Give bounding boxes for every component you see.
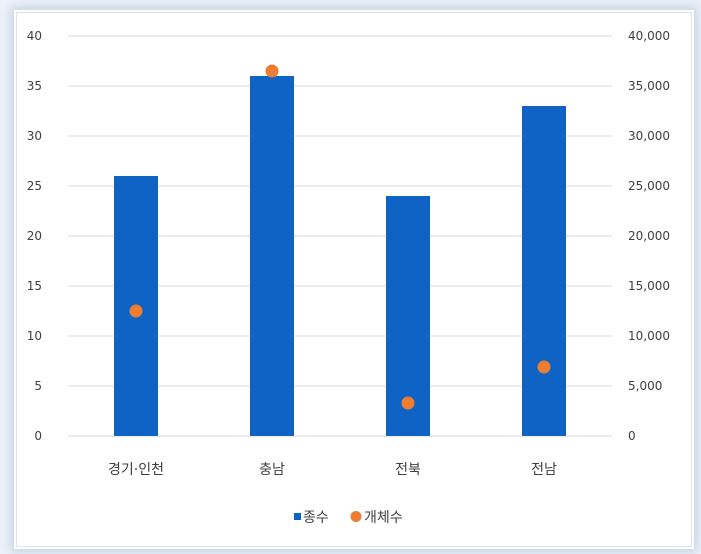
left-tick-label: 15 xyxy=(27,279,42,293)
gridlines xyxy=(68,35,612,437)
point-series xyxy=(129,64,551,410)
left-tick-label: 10 xyxy=(27,329,42,343)
category-label: 전북 xyxy=(395,462,421,478)
category-label: 전남 xyxy=(531,462,557,478)
right-tick-label: 5,000 xyxy=(628,379,662,393)
right-tick-label: 20,000 xyxy=(628,229,670,243)
right-tick-label: 10,000 xyxy=(628,329,670,343)
legend: 종수 개체수 xyxy=(294,510,403,526)
data-point xyxy=(537,360,551,374)
bar xyxy=(386,196,430,436)
data-point xyxy=(401,396,415,410)
right-tick-label: 40,000 xyxy=(628,29,670,43)
left-tick-label: 35 xyxy=(27,79,42,93)
left-tick-label: 5 xyxy=(34,379,42,393)
category-labels: 경기·인천 충남 전북 전남 xyxy=(108,462,557,478)
left-tick-label: 25 xyxy=(27,179,42,193)
data-point xyxy=(265,64,279,78)
left-tick-label: 30 xyxy=(27,129,42,143)
left-tick-label: 40 xyxy=(27,29,42,43)
right-tick-label: 0 xyxy=(628,429,636,443)
legend-label-bar: 종수 xyxy=(303,510,329,526)
category-label: 경기·인천 xyxy=(108,462,164,478)
bar xyxy=(522,106,566,436)
chart-frame: 0 5 10 15 20 25 30 35 40 0 5,000 10,000 15,000 20,00… xyxy=(14,10,694,549)
legend-label-point: 개체수 xyxy=(364,510,403,526)
left-tick-label: 0 xyxy=(34,429,42,443)
legend-swatch-bar xyxy=(294,513,301,520)
right-tick-label: 25,000 xyxy=(628,179,670,193)
bar-series xyxy=(114,76,566,436)
left-axis-ticks: 0 5 10 15 20 25 30 35 40 xyxy=(27,29,42,443)
bar xyxy=(250,76,294,436)
data-point xyxy=(129,304,143,318)
left-tick-label: 20 xyxy=(27,229,42,243)
category-label: 충남 xyxy=(259,462,285,478)
right-tick-label: 35,000 xyxy=(628,79,670,93)
right-axis-ticks: 0 5,000 10,000 15,000 20,000 25,000 30,000 35,0… xyxy=(628,29,670,443)
right-tick-label: 30,000 xyxy=(628,129,670,143)
chart: 0 5 10 15 20 25 30 35 40 0 5,000 10,000 15,000 20,00… xyxy=(27,29,670,526)
right-tick-label: 15,000 xyxy=(628,279,670,293)
legend-swatch-point xyxy=(350,511,362,522)
